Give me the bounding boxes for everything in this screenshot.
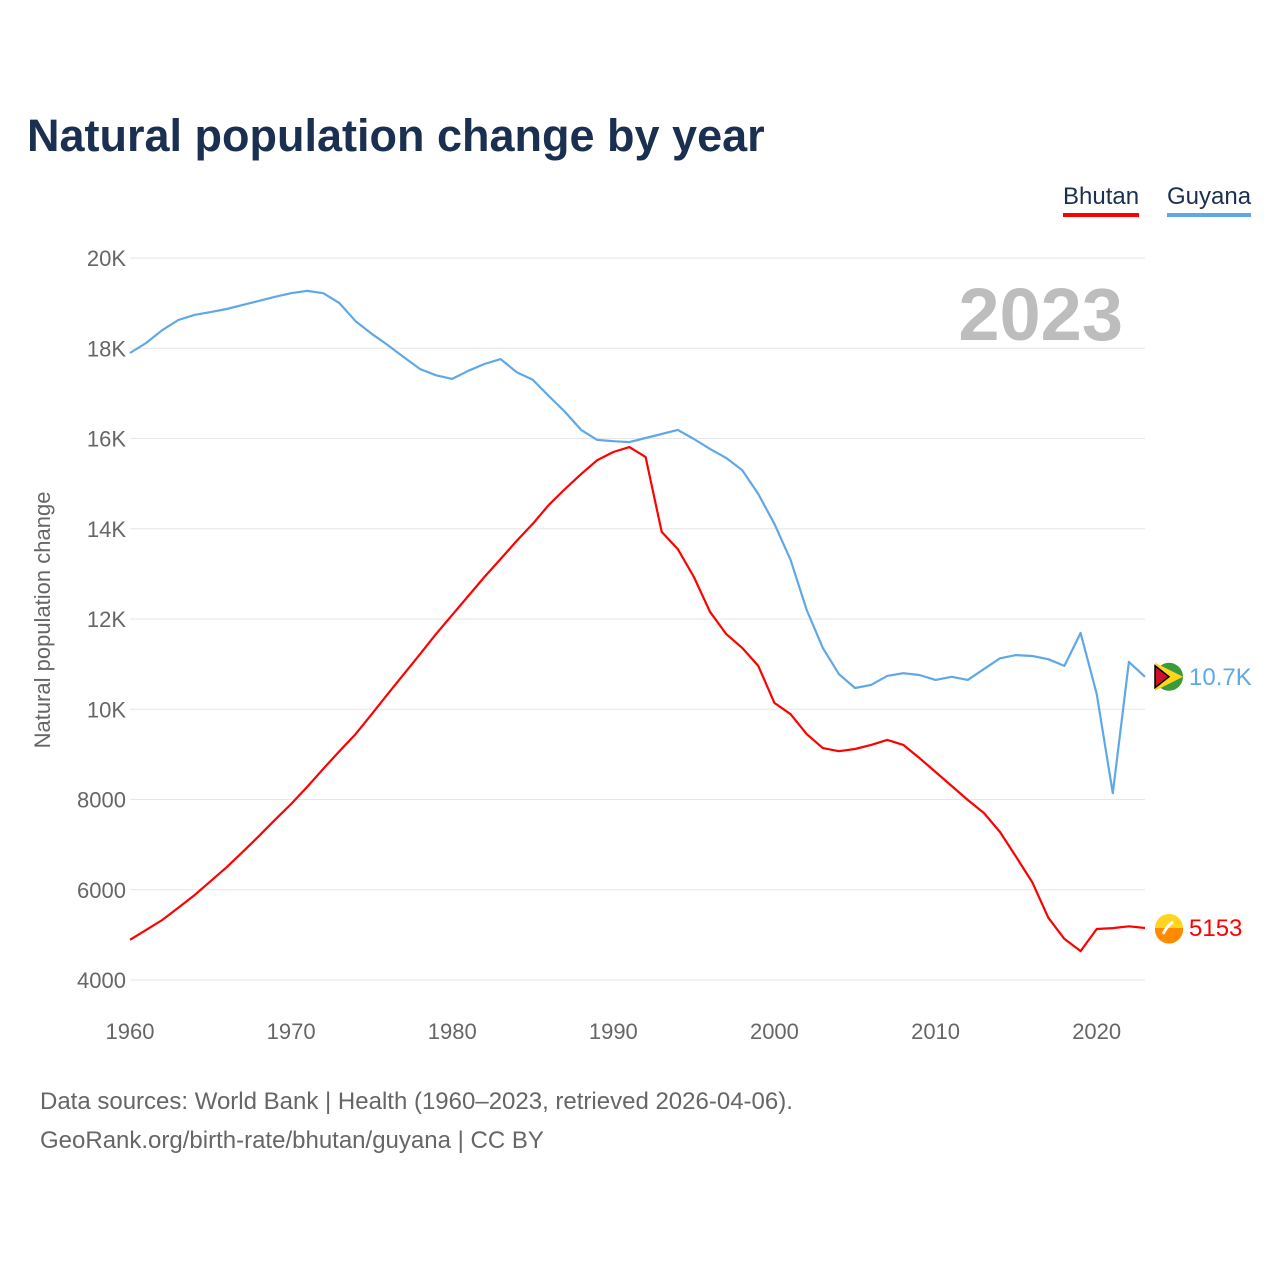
- y-tick-label: 10K: [87, 697, 126, 722]
- legend-item-guyana[interactable]: Guyana: [1167, 183, 1252, 217]
- legend-item-bhutan[interactable]: Bhutan: [1063, 183, 1140, 217]
- y-tick-label: 16K: [87, 427, 126, 452]
- footer-sources: Data sources: World Bank | Health (1960–…: [40, 1088, 793, 1115]
- x-tick-label: 1980: [428, 1019, 477, 1044]
- footer-link[interactable]: GeoRank.org/birth-rate/bhutan/guyana | C…: [40, 1127, 544, 1154]
- series-line-bhutan: [129, 446, 1146, 953]
- x-tick-label: 1960: [106, 1019, 155, 1044]
- x-tick-label: 1970: [267, 1019, 316, 1044]
- y-tick-label: 14K: [87, 517, 126, 542]
- series-line-guyana: [129, 289, 1146, 795]
- end-label-bhutan: 5153: [1189, 915, 1242, 942]
- y-tick-label: 18K: [87, 336, 126, 361]
- y-axis-label: Natural population change: [30, 492, 55, 749]
- x-tick-label: 1990: [589, 1019, 638, 1044]
- y-tick-label: 4000: [77, 968, 126, 993]
- x-tick-label: 2020: [1072, 1019, 1121, 1044]
- y-tick-label: 12K: [87, 607, 126, 632]
- y-tick-label: 20K: [87, 246, 126, 271]
- y-tick-label: 6000: [77, 878, 126, 903]
- end-label-guyana: 10.7K: [1189, 664, 1252, 691]
- year-label: 2023: [958, 273, 1123, 356]
- guyana-flag-icon: [1154, 662, 1183, 691]
- x-tick-label: 2000: [750, 1019, 799, 1044]
- chart-title: Natural population change by year: [27, 110, 765, 161]
- y-tick-label: 8000: [77, 788, 126, 813]
- x-tick-label: 2010: [911, 1019, 960, 1044]
- bhutan-flag-icon: [1155, 913, 1184, 944]
